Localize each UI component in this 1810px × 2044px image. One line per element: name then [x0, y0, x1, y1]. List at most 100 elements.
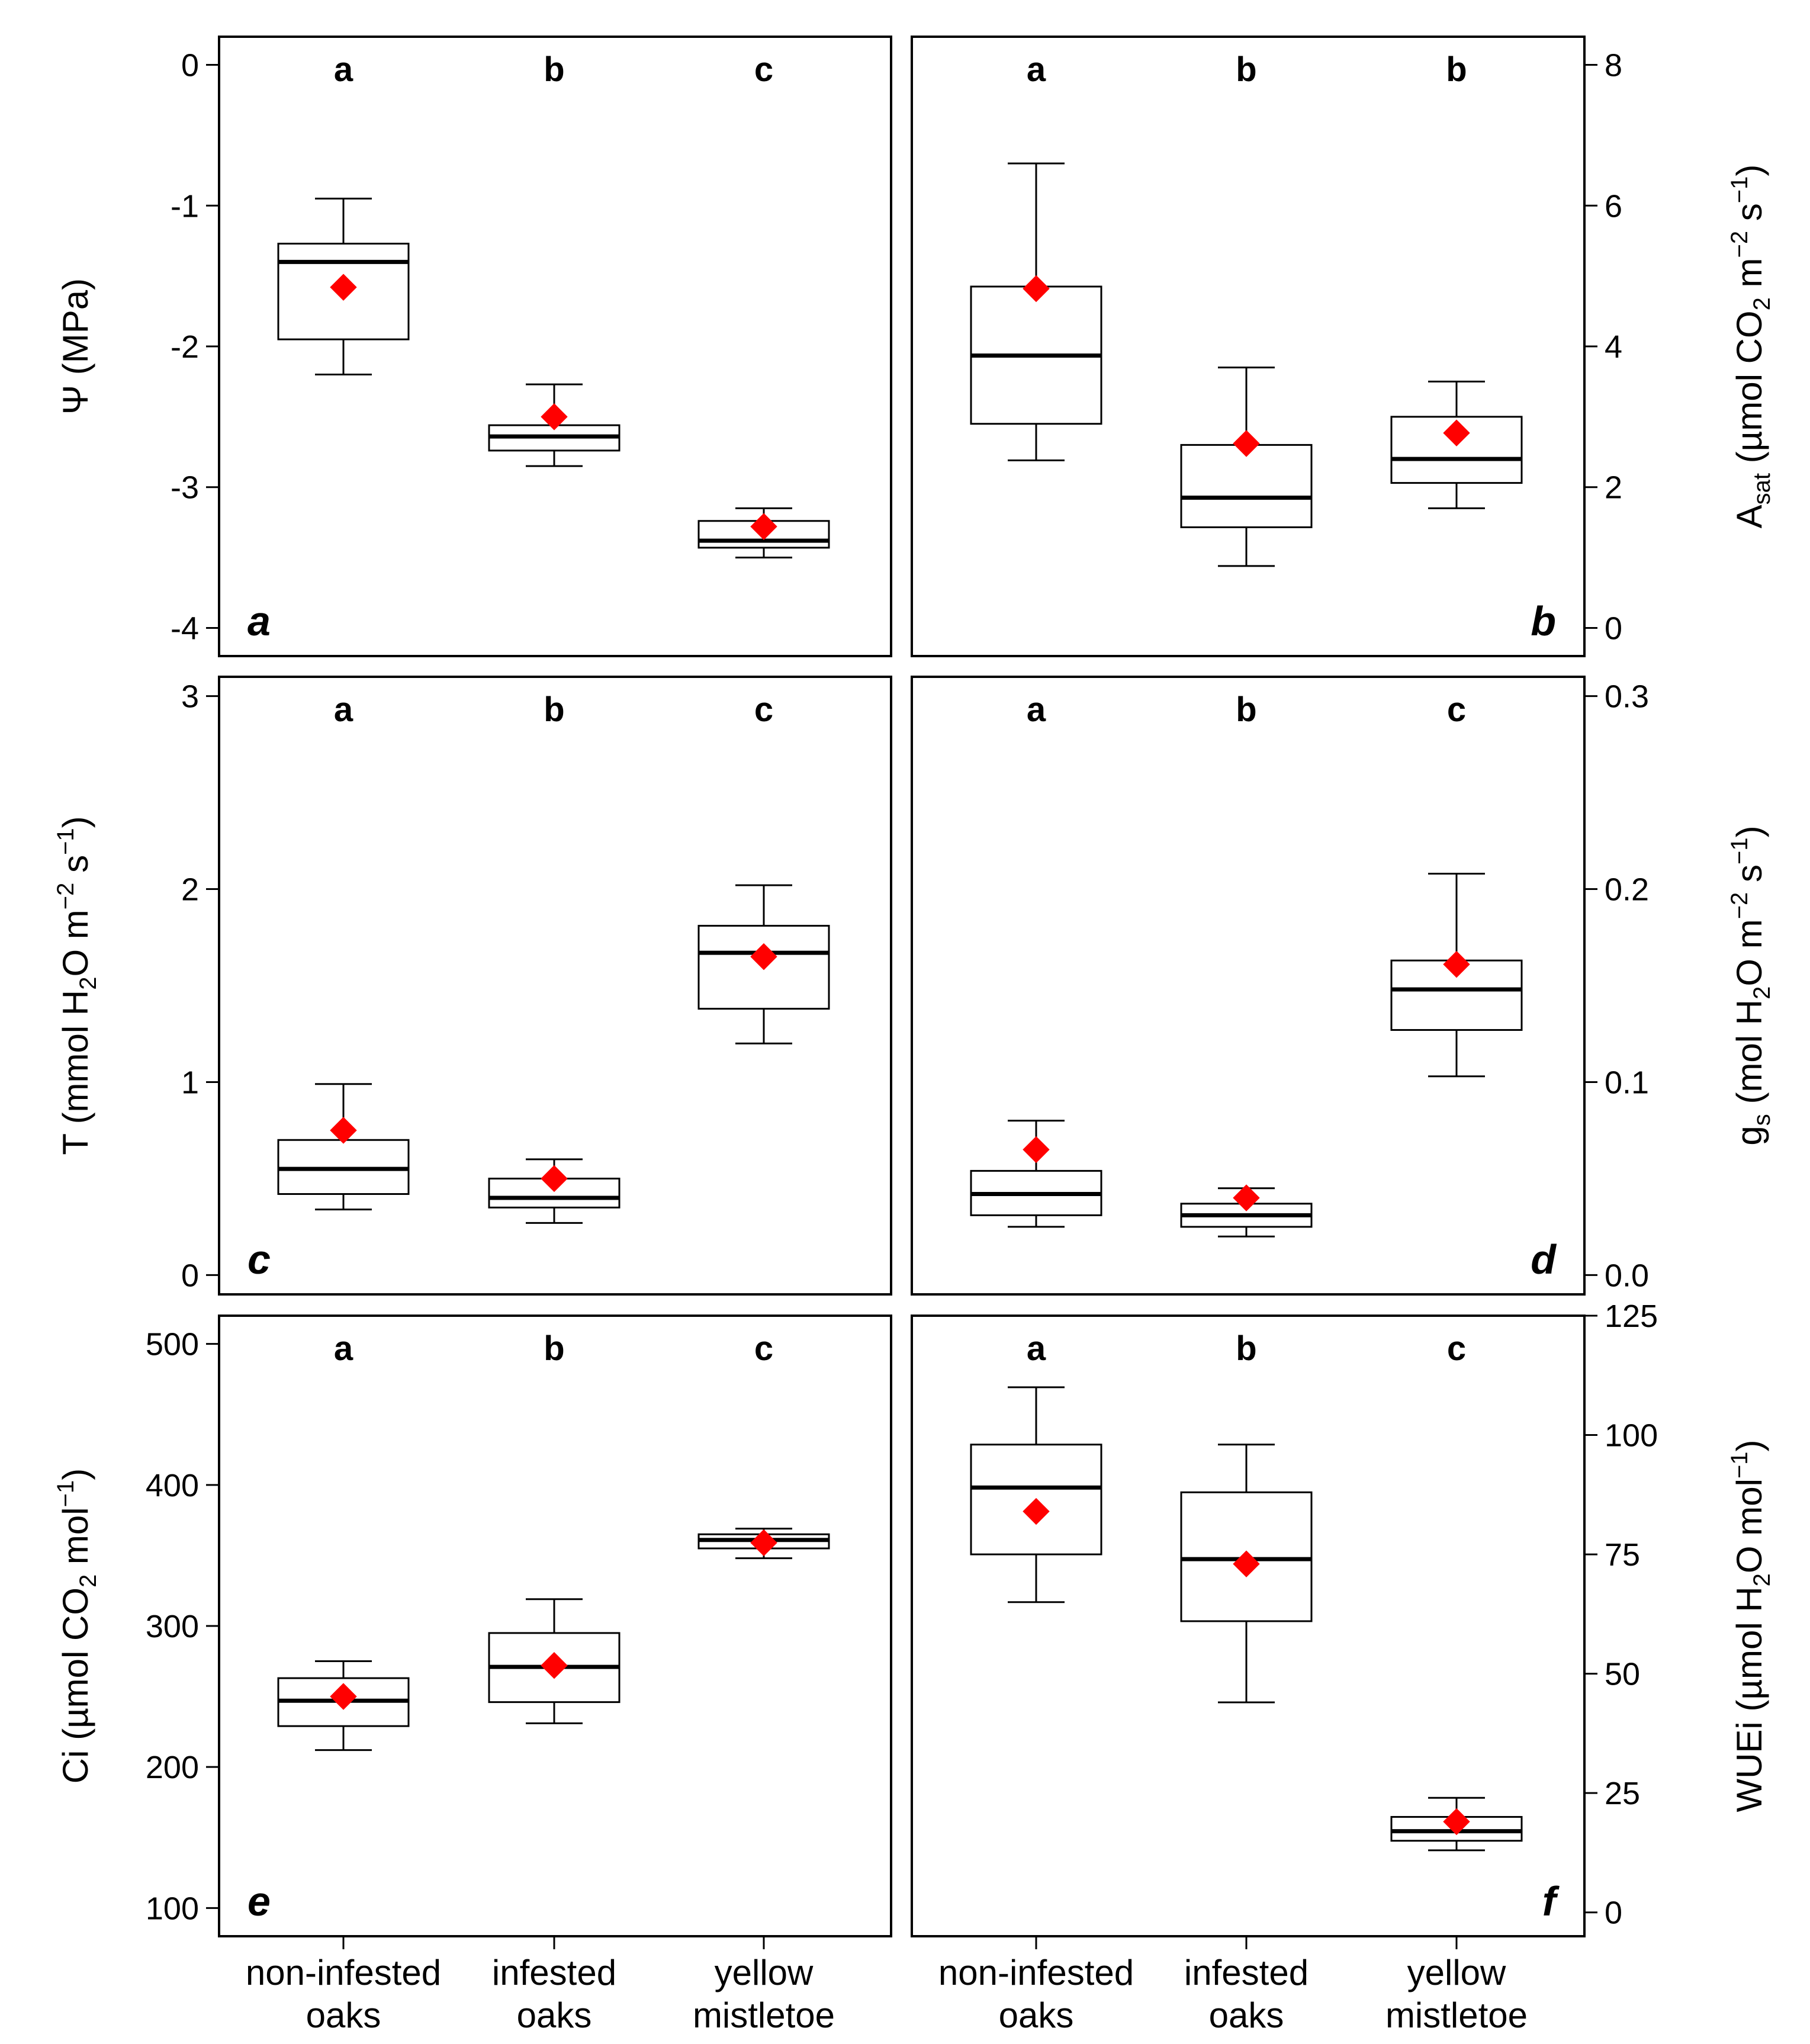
y-tick-label: 3 [181, 679, 199, 715]
box-3 [697, 507, 830, 559]
panel-letter: a [247, 598, 271, 644]
mean-marker [1443, 950, 1470, 978]
y-tick-label: 400 [146, 1468, 199, 1503]
significance-letter: a [334, 690, 353, 729]
y-tick-label: 6 [1605, 188, 1622, 224]
box-1 [277, 197, 410, 376]
mean-marker [1443, 419, 1470, 446]
panel-letter: d [1531, 1236, 1557, 1283]
y-tick-label: 100 [146, 1891, 199, 1926]
panel-c: 0 1 2 3 T (mmol H2O m−2 s−1) a b c c [53, 676, 892, 1296]
significance-letter: b [544, 690, 564, 729]
box-2 [488, 1158, 621, 1224]
y-tick-label: 75 [1605, 1537, 1640, 1573]
mean-marker [750, 513, 777, 540]
iqr-box [1180, 443, 1313, 528]
box-3 [1390, 872, 1523, 1078]
significance-letter: b [544, 50, 564, 89]
box-1 [970, 1386, 1102, 1603]
box-2 [1180, 1444, 1313, 1704]
panel-frame [911, 1315, 1586, 1937]
panels: 0 -1 -2 -3 -4 Ψ (MPa) a b c a 0 2 4 6 8 Asat (µmol CO2 … [53, 36, 1775, 1949]
x-category-label: oaks [1209, 1995, 1284, 2035]
x-category-label: mistletoe [693, 1995, 835, 2035]
mean-marker [1233, 1550, 1260, 1577]
x-category-label: mistletoe [1385, 1995, 1528, 2035]
box-3 [1390, 380, 1523, 509]
panel-b: 0 2 4 6 8 Asat (µmol CO2 m−2 s−1) a b b b [911, 36, 1775, 657]
significance-letter: a [334, 1329, 353, 1368]
panel-e: 100 200 300 400 500 Ci (µmol CO2 mol−1) a b c e [53, 1315, 892, 1949]
y-tick-label: -2 [171, 329, 199, 365]
y-tick-label: 4 [1605, 329, 1622, 365]
y-tick-label: -4 [171, 610, 199, 646]
y-tick-label: 25 [1605, 1776, 1640, 1811]
mean-marker [330, 1683, 357, 1710]
mean-marker [330, 274, 357, 301]
x-category-label: oaks [999, 1995, 1074, 2035]
significance-letter: c [754, 1329, 773, 1368]
mean-marker [330, 1117, 357, 1144]
x-category-label: infested [1184, 1953, 1309, 1992]
mean-marker [541, 403, 568, 430]
significance-letter: c [1447, 1329, 1466, 1368]
y-axis-title: gs (mol H2O m−2 s−1) [1727, 825, 1775, 1145]
significance-letter: a [334, 50, 353, 89]
box-2 [488, 383, 621, 467]
panel-letter: c [247, 1236, 271, 1283]
significance-letter: b [1236, 690, 1256, 729]
significance-letter: b [1236, 50, 1256, 89]
x-category-label: non-infested [938, 1953, 1134, 1992]
significance-letter: b [544, 1329, 564, 1368]
y-tick-label: 1 [181, 1065, 199, 1100]
y-tick-label: 300 [146, 1609, 199, 1644]
panel-frame [911, 676, 1586, 1296]
mean-marker [1443, 1808, 1470, 1836]
mean-marker [541, 1165, 568, 1193]
significance-letter: c [754, 50, 773, 89]
y-axis-title: Ci (µmol CO2 mol−1) [53, 1468, 101, 1783]
y-tick-label: 0.0 [1605, 1258, 1649, 1293]
y-tick-label: 500 [146, 1327, 199, 1362]
y-tick-label: -3 [171, 470, 199, 506]
y-tick-label: 0.1 [1605, 1065, 1649, 1100]
significance-letter: a [1027, 1329, 1046, 1368]
significance-letter: c [754, 690, 773, 729]
x-category-label: infested [492, 1953, 616, 1992]
panel-d: 0.0 0.1 0.2 0.3 gs (mol H2O m−2 s−1) a b c d [911, 676, 1775, 1296]
significance-letter: b [1236, 1329, 1256, 1368]
box-3 [697, 1528, 830, 1560]
y-axis-title: Ψ (MPa) [56, 278, 95, 414]
y-tick-label: -1 [171, 188, 199, 224]
panel-letter: b [1531, 598, 1556, 644]
y-tick-label: 200 [146, 1750, 199, 1785]
mean-marker [1233, 1184, 1260, 1211]
iqr-box [1390, 416, 1523, 484]
box-2 [488, 1598, 621, 1724]
y-axis-title: WUEi (µmol H2O mol−1) [1727, 1439, 1775, 1812]
y-tick-label: 0.2 [1605, 872, 1649, 908]
x-category-label: yellow [715, 1953, 814, 1992]
y-tick-label: 0.3 [1605, 679, 1649, 715]
panel-letter: e [247, 1878, 271, 1924]
y-tick-label: 125 [1605, 1299, 1658, 1334]
y-tick-label: 0 [181, 1258, 199, 1293]
mean-marker [541, 1651, 568, 1679]
x-category-label: yellow [1407, 1953, 1506, 1992]
box-3 [697, 884, 830, 1045]
mean-marker [750, 943, 777, 970]
y-axis-title: T (mmol H2O m−2 s−1) [53, 816, 101, 1155]
y-tick-label: 0 [1605, 610, 1622, 646]
x-category-label: non-infested [246, 1953, 441, 1992]
mean-marker [750, 1529, 777, 1557]
box-2 [1180, 367, 1313, 567]
y-tick-label: 0 [1605, 1895, 1622, 1931]
mean-marker [1023, 1136, 1050, 1164]
panel-a: 0 -1 -2 -3 -4 Ψ (MPa) a b c a [56, 36, 892, 657]
box-1 [277, 1660, 410, 1751]
box-1 [970, 162, 1102, 462]
mean-marker [1233, 430, 1260, 457]
y-tick-label: 50 [1605, 1657, 1640, 1692]
